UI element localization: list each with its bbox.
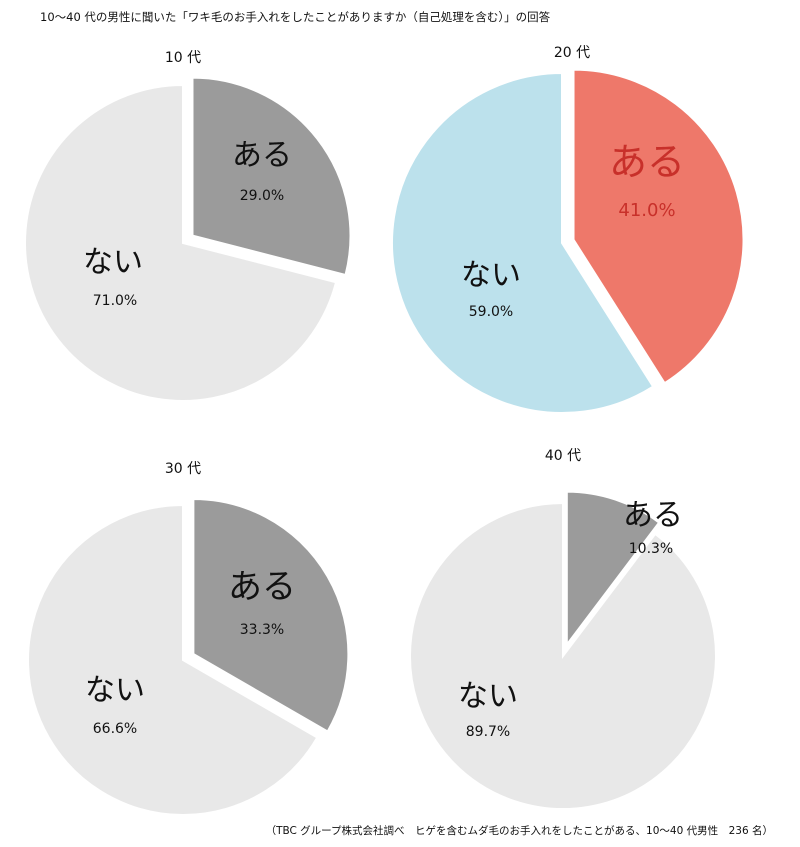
slice-category-label: ない [461, 258, 521, 293]
slice-value-label: 71.0% [93, 293, 137, 309]
pie-chart-40s: ある 10.3% ない 89.7% 40 代 [409, 448, 717, 810]
pie-chart-30s: ある 33.3% ない 66.6% 30 代 [27, 461, 350, 816]
slice-value-label: 59.0% [469, 304, 513, 320]
slice-category-label: ある [228, 567, 296, 607]
age-group-label: 20 代 [554, 45, 590, 61]
pie-slice-nai [27, 503, 319, 816]
slice-value-label: 10.3% [629, 541, 673, 557]
chart-title: 10〜40 代の男性に聞いた「ワキ毛のお手入れをしたことがありますか（自己処理を… [40, 10, 551, 24]
slice-category-label: ある [609, 140, 685, 184]
slice-value-label: 29.0% [240, 188, 284, 204]
slice-category-label: ない [458, 679, 518, 714]
slice-category-label: ある [232, 138, 292, 173]
age-group-label: 30 代 [165, 461, 201, 477]
slice-category-label: ある [623, 498, 683, 533]
slice-category-label: ない [83, 245, 143, 280]
age-group-label: 40 代 [545, 448, 581, 464]
age-group-label: 10 代 [165, 50, 201, 66]
slice-value-label: 41.0% [618, 200, 675, 221]
slice-category-label: ない [85, 673, 145, 708]
pie-slice-nai [24, 83, 338, 402]
pie-slice-aru [191, 76, 352, 277]
pie-slice-aru [572, 68, 745, 385]
source-note: （TBC グループ株式会社調べ ヒゲを含むムダ毛のお手入れをしたことがある、10… [265, 825, 773, 837]
slice-value-label: 89.7% [466, 724, 510, 740]
slice-value-label: 66.6% [93, 721, 137, 737]
pie-chart-20s: ある 41.0% ない 59.0% 20 代 [391, 45, 745, 414]
pie-slice-aru [192, 497, 350, 733]
slice-value-label: 33.3% [240, 622, 284, 638]
pie-slice-nai [391, 71, 655, 414]
pie-slice-nai [409, 501, 717, 810]
pie-slice-aru [565, 490, 661, 648]
pie-chart-10s: ある 29.0% ない 71.0% 10 代 [24, 50, 352, 402]
